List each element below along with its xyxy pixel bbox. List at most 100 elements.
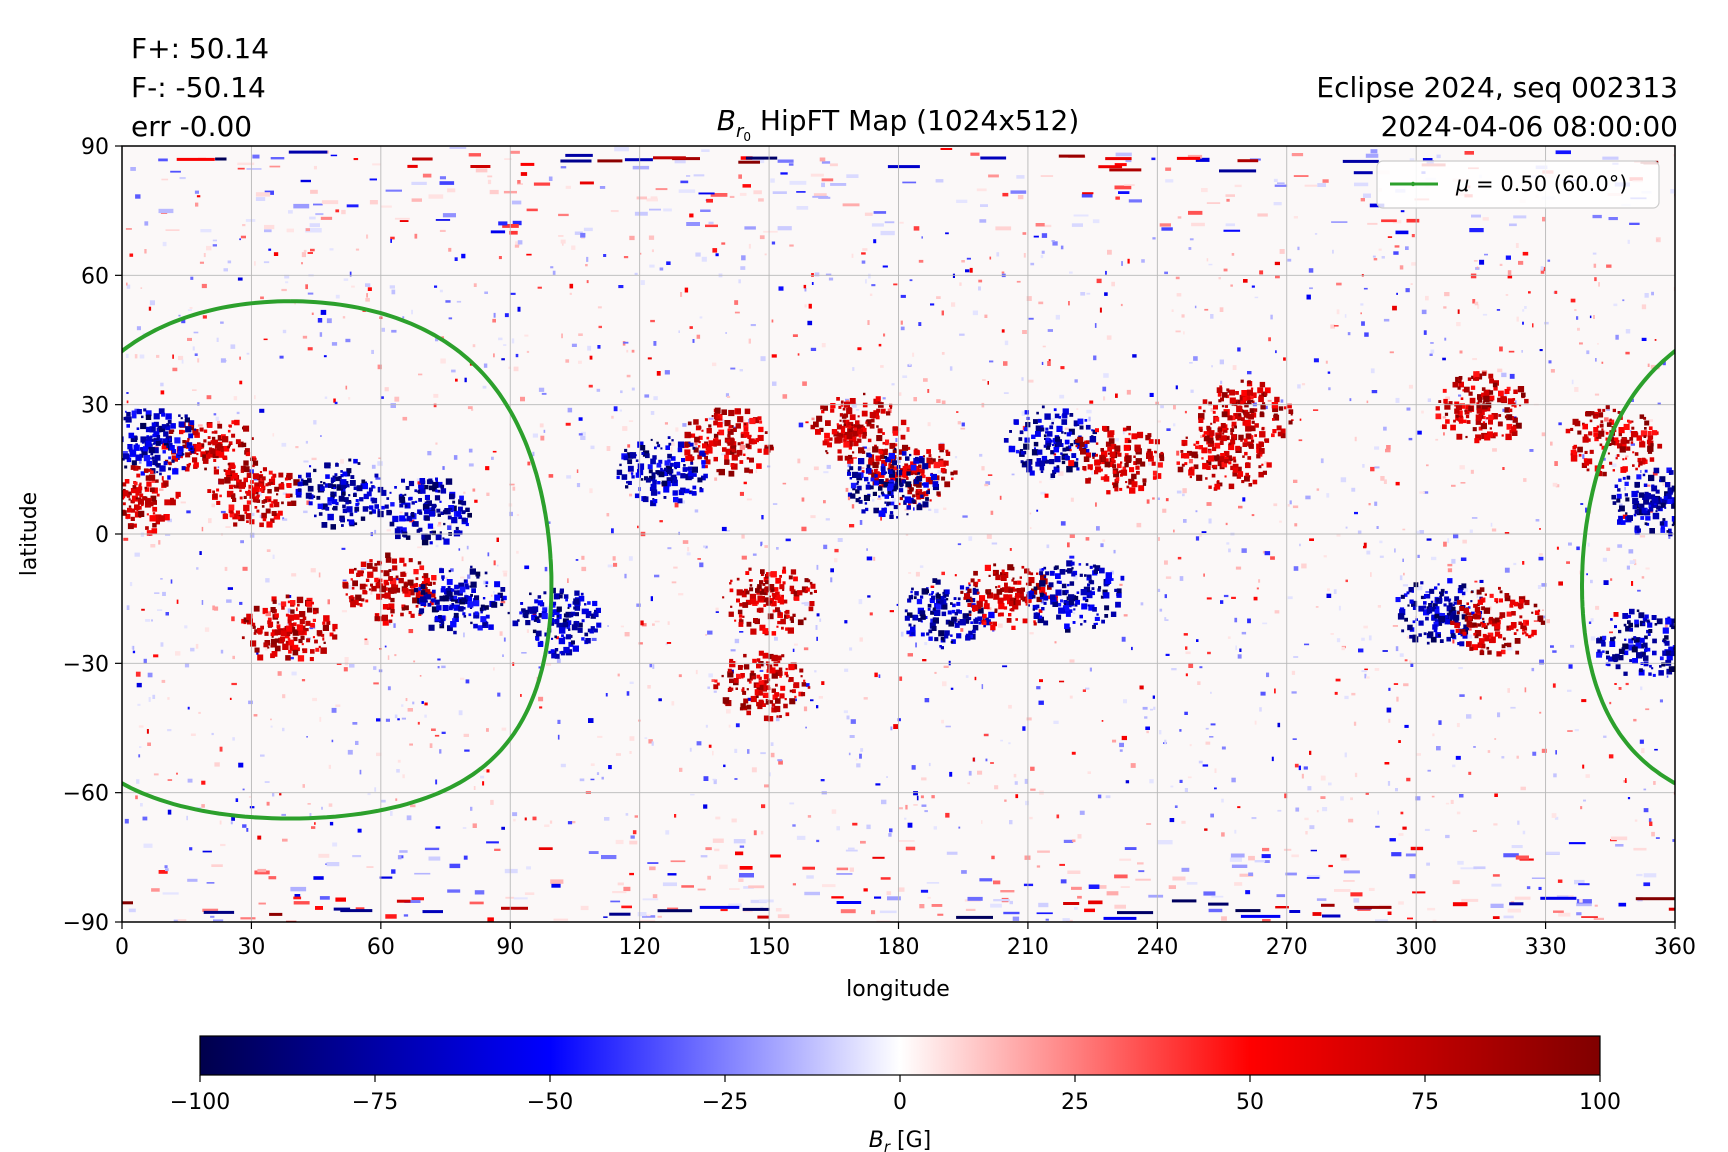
field-speckle: [647, 862, 659, 864]
field-speckle: [431, 728, 436, 731]
field-speckle: [984, 314, 988, 318]
active-region-pixel: [192, 429, 199, 436]
field-speckle: [278, 602, 283, 606]
field-speckle: [1262, 622, 1268, 625]
field-speckle: [1141, 259, 1145, 263]
active-region-pixel: [1041, 455, 1048, 462]
field-speckle: [343, 667, 348, 672]
field-speckle: [1406, 777, 1411, 782]
field-speckle: [414, 233, 418, 239]
active-region-pixel: [389, 491, 392, 494]
field-speckle: [1409, 660, 1412, 664]
active-region-pixel: [888, 453, 895, 460]
field-speckle: [1320, 458, 1324, 464]
active-region-pixel: [415, 577, 419, 581]
active-region-pixel: [852, 451, 855, 454]
field-speckle: [1170, 785, 1174, 788]
field-speckle: [520, 694, 522, 697]
active-region-pixel: [830, 408, 835, 413]
active-region-pixel: [664, 460, 670, 466]
active-region-pixel: [270, 518, 275, 523]
active-region-pixel: [329, 632, 334, 637]
active-region-pixel: [366, 563, 373, 569]
active-region-pixel: [1043, 434, 1047, 438]
active-region-pixel: [1089, 436, 1097, 443]
field-speckle: [1404, 659, 1408, 662]
field-speckle: [1550, 369, 1555, 373]
field-speckle: [1430, 342, 1434, 344]
field-speckle: [1521, 350, 1523, 353]
field-speckle: [741, 255, 746, 261]
active-region-pixel: [554, 593, 560, 600]
field-speckle: [1361, 670, 1367, 673]
field-speckle: [252, 154, 260, 159]
field-speckle: [1654, 339, 1657, 341]
active-region-pixel: [1147, 448, 1152, 453]
active-region-pixel: [728, 470, 735, 477]
field-speckle: [136, 779, 140, 784]
field-speckle: [1515, 243, 1519, 248]
active-region-pixel: [425, 599, 428, 602]
active-region-pixel: [843, 438, 847, 442]
active-region-pixel: [728, 409, 735, 417]
active-region-pixel: [168, 467, 172, 471]
field-speckle: [1445, 396, 1450, 400]
field-speckle: [1305, 831, 1308, 835]
active-region-pixel: [856, 473, 862, 479]
field-speckle: [684, 287, 689, 293]
field-speckle: [447, 188, 456, 193]
field-speckle: [590, 763, 595, 766]
field-speckle: [393, 623, 396, 628]
field-speckle: [748, 885, 765, 889]
field-speckle: [1647, 363, 1650, 367]
active-region-pixel: [186, 463, 191, 468]
active-region-pixel: [340, 517, 345, 523]
active-region-pixel: [413, 588, 419, 593]
field-speckle: [305, 284, 308, 290]
field-speckle: [315, 213, 324, 216]
active-region-pixel: [246, 500, 251, 505]
field-speckle: [125, 353, 129, 358]
active-region-pixel: [915, 456, 919, 461]
field-speckle: [424, 714, 427, 718]
active-region-pixel: [894, 443, 898, 447]
active-region-pixel: [927, 478, 931, 482]
field-speckle: [797, 458, 801, 464]
active-region-pixel: [779, 584, 785, 590]
field-speckle: [345, 338, 351, 343]
field-speckle: [1450, 799, 1454, 804]
active-region-pixel: [595, 607, 601, 613]
field-speckle: [982, 379, 986, 381]
active-region-pixel: [874, 444, 877, 448]
field-speckle: [569, 292, 572, 295]
field-speckle: [830, 568, 834, 573]
active-region-pixel: [868, 453, 872, 458]
active-region-pixel: [335, 462, 338, 465]
field-speckle: [1629, 222, 1640, 225]
active-region-pixel: [687, 433, 692, 438]
field-speckle: [920, 795, 924, 799]
field-speckle: [236, 411, 240, 415]
active-region-pixel: [701, 464, 706, 469]
field-speckle: [1221, 916, 1227, 921]
active-region-pixel: [342, 508, 348, 514]
field-speckle: [201, 780, 206, 785]
active-region-pixel: [1055, 439, 1062, 446]
field-speckle: [905, 846, 916, 851]
field-speckle: [1094, 323, 1097, 328]
field-speckle: [1617, 544, 1623, 548]
field-speckle: [905, 804, 908, 810]
active-region-pixel: [202, 454, 209, 461]
active-region-pixel: [485, 585, 488, 588]
field-speckle: [1002, 665, 1008, 668]
field-speckle: [674, 814, 677, 818]
field-speckle: [1513, 562, 1517, 566]
active-region-pixel: [739, 621, 743, 625]
active-region-pixel: [894, 466, 899, 471]
active-region-pixel: [401, 604, 406, 609]
field-speckle: [1195, 536, 1200, 541]
active-region-pixel: [300, 478, 304, 482]
active-region-pixel: [928, 459, 933, 465]
field-speckle: [776, 547, 779, 550]
field-speckle: [294, 302, 296, 305]
